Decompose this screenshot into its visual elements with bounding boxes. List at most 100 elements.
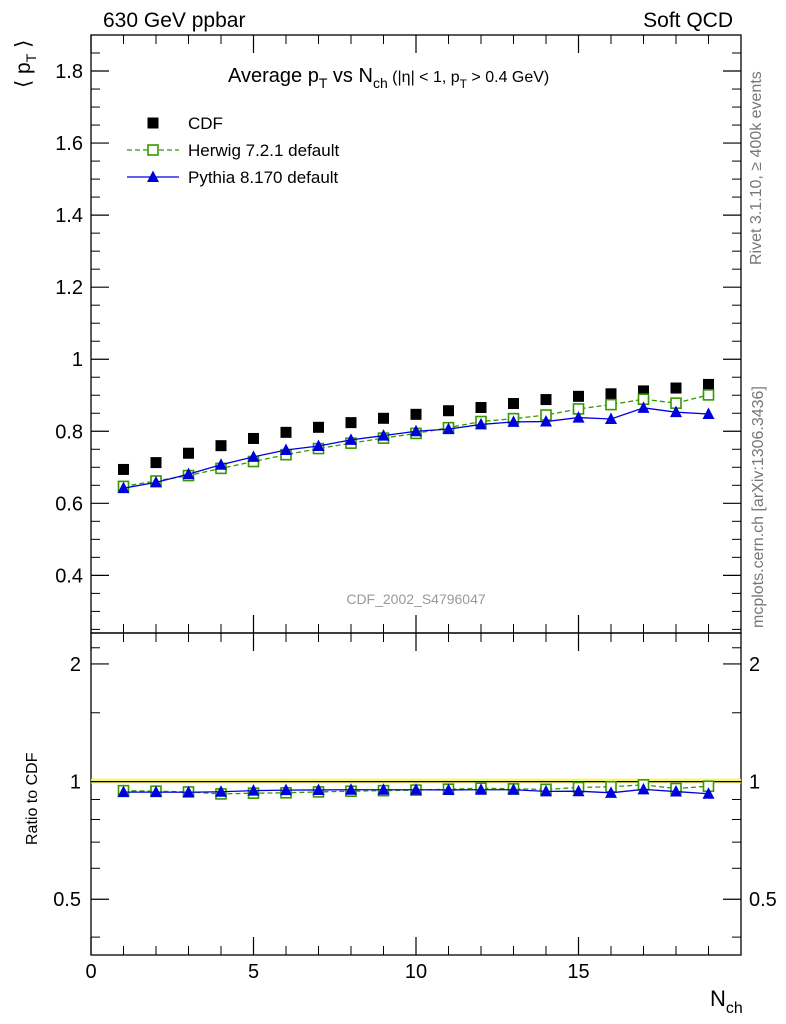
pythia-point	[540, 415, 552, 427]
x-tick-label: 5	[248, 961, 259, 983]
pythia-point	[442, 783, 455, 795]
header-right-label: Soft QCD	[643, 9, 733, 32]
ylabel-sub: T	[23, 53, 39, 62]
main-y-tick-label: 0.6	[55, 493, 83, 515]
ratio-panel: 0.5 0.5 1 1 2 2 0 5 10 15 Ratio to CDF	[24, 632, 777, 983]
pythia-point	[150, 475, 162, 488]
pythia-point	[475, 783, 487, 795]
legend-herwig-marker	[147, 144, 159, 156]
herwig-point	[702, 389, 715, 401]
cdf-point	[248, 432, 259, 444]
title-part-end: > 0.4 GeV)	[467, 69, 549, 86]
pythia-point	[410, 783, 422, 795]
legend-cdf-label: CDF	[188, 114, 223, 133]
ratio-y-tick-label-right: 2	[749, 654, 760, 676]
cdf-point	[280, 426, 292, 438]
main-y-tick-label: 1	[72, 349, 83, 371]
pythia-point	[605, 412, 617, 425]
main-y-tick-label: 1.2	[55, 277, 83, 299]
pythia-point	[377, 429, 390, 441]
pythia-point	[702, 787, 715, 799]
title-sub-t: T	[319, 75, 328, 91]
xlabel-part: N	[710, 986, 726, 1011]
ratio-y-tick-label-right: 0.5	[749, 889, 777, 911]
main-y-axis-label: ⟨ pT ⟩	[12, 40, 39, 88]
title-part-average: Average p	[228, 65, 319, 87]
ratio-series-layer	[91, 778, 741, 800]
main-panel: 0.40.60.811.21.41.61.8 Average pT vs Nch…	[12, 34, 742, 634]
pythia-point	[280, 443, 292, 455]
pythia-point	[215, 785, 227, 797]
cdf-point	[378, 412, 389, 424]
main-y-tick-label: 1.4	[55, 205, 83, 227]
title-sub-t2: T	[460, 77, 468, 91]
pythia-point	[507, 415, 520, 427]
cdf-point	[540, 394, 552, 406]
herwig-point	[605, 398, 617, 411]
pythia-point	[247, 784, 260, 796]
x-tick-label: 0	[85, 961, 96, 983]
main-y-tick-label: 0.4	[55, 565, 83, 587]
pythia-point	[507, 783, 520, 795]
pythia-point	[247, 450, 260, 462]
cdf-point	[443, 405, 454, 417]
ratio-y-axis-label: Ratio to CDF	[24, 752, 41, 845]
ratio-x-ticks: 0 5 10 15	[85, 633, 709, 983]
cdf-point	[670, 382, 682, 394]
legend-pythia-label: Pythia 8.170 default	[188, 168, 339, 187]
main-y-tick-label: 1.8	[55, 61, 83, 83]
main-y-ticks: 0.4 0.6 0.8 1 1.2 1.4 1.6 1.8	[55, 52, 741, 630]
rivet-label: Rivet 3.1.10, ≥ 400k events	[748, 71, 765, 265]
pythia-point	[637, 401, 650, 413]
main-series-layer	[117, 378, 715, 494]
pythia-point	[670, 405, 682, 418]
cdf-point	[345, 417, 357, 429]
header-left-label: 630 GeV ppbar	[103, 9, 245, 32]
ylabel-close: ⟩	[12, 40, 35, 54]
pythia-point	[670, 785, 682, 797]
title-sub-ch: ch	[373, 75, 388, 91]
pythia-point	[280, 783, 292, 796]
pythia-point	[215, 458, 227, 470]
cdf-point	[215, 440, 227, 452]
ylabel-part: ⟨ p	[12, 62, 35, 88]
cdf-point	[118, 463, 129, 475]
pythia-point	[345, 783, 357, 795]
pythia-series-line	[123, 407, 709, 489]
pythia-point	[540, 784, 552, 797]
ratio-y-ticks: 0.5 0.5 1 1 2 2	[53, 647, 777, 938]
title-part-cuts: (|η| < 1, p	[388, 69, 460, 86]
main-x-ticks	[90, 35, 709, 633]
pythia-point	[117, 785, 130, 798]
pythia-point	[182, 467, 195, 480]
xlabel-sub: ch	[726, 1000, 743, 1017]
main-y-tick-label: 1.6	[55, 133, 83, 155]
pythia-point	[345, 433, 357, 445]
x-tick-label: 15	[567, 961, 589, 983]
pythia-point	[475, 417, 487, 430]
legend-herwig-label: Herwig 7.2.1 default	[188, 141, 339, 160]
ratio-y-tick-label-right: 1	[749, 772, 760, 794]
pythia-point	[312, 439, 325, 452]
analysis-watermark: CDF_2002_S4796047	[346, 591, 486, 607]
pythia-point	[637, 782, 650, 795]
pythia-point	[605, 786, 617, 798]
pythia-point	[442, 422, 455, 435]
pythia-point	[117, 481, 130, 494]
cdf-point	[410, 408, 422, 420]
pythia-point	[150, 785, 162, 798]
cdf-point	[508, 398, 519, 410]
main-title: Average pT vs Nch (|η| < 1, pT > 0.4 GeV…	[228, 65, 549, 91]
cdf-point	[703, 378, 714, 390]
cdf-point	[638, 385, 649, 397]
x-axis-label: Nch	[710, 986, 743, 1017]
cdf-point	[573, 390, 584, 402]
herwig-series-line	[123, 394, 709, 488]
title-part-vs: vs N	[327, 65, 373, 87]
pythia-point	[572, 411, 585, 423]
pythia-point	[410, 424, 422, 437]
pythia-point	[572, 784, 585, 797]
main-y-tick-label: 0.8	[55, 421, 83, 443]
pythia-point	[312, 783, 325, 795]
